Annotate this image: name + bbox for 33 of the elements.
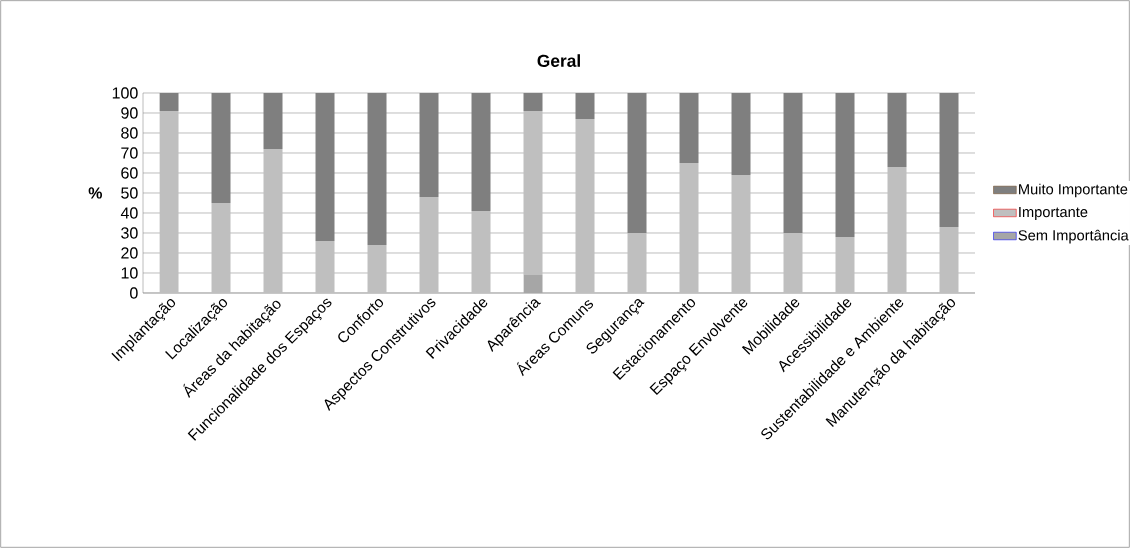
bar [263, 148, 283, 293]
y-tick-label: 90 [121, 107, 138, 119]
y-tick-label: 10 [121, 267, 138, 279]
bar [523, 274, 543, 293]
y-tick-label: 80 [121, 127, 138, 139]
bar [159, 110, 179, 293]
bar [783, 232, 803, 293]
y-tick-label: 40 [120, 207, 138, 219]
bar [887, 166, 907, 293]
y-tick-label: 0 [130, 287, 138, 299]
legend-label: Sem Importância [1018, 229, 1129, 244]
bar [211, 202, 231, 293]
bar [523, 110, 543, 275]
y-tick-label: 70 [121, 147, 138, 159]
y-axis-title: % [88, 187, 103, 199]
bar [835, 236, 855, 293]
bar [315, 240, 335, 293]
bar [731, 174, 751, 293]
y-tick-label: 50 [121, 187, 138, 199]
bar [679, 162, 699, 293]
legend-label: Importante [1019, 206, 1088, 221]
y-tick-label: 20 [121, 247, 138, 259]
y-tick-label: 60 [121, 167, 138, 179]
chart-title: Geral [537, 54, 580, 67]
bar [575, 118, 595, 293]
bar [939, 226, 959, 293]
bar [471, 210, 491, 293]
bar [627, 232, 647, 293]
legend-label: Muito Importante [1019, 183, 1128, 198]
bar [419, 196, 439, 293]
bar [367, 244, 387, 293]
y-tick-label: 100 [112, 87, 138, 99]
y-tick-label: 30 [121, 227, 138, 239]
